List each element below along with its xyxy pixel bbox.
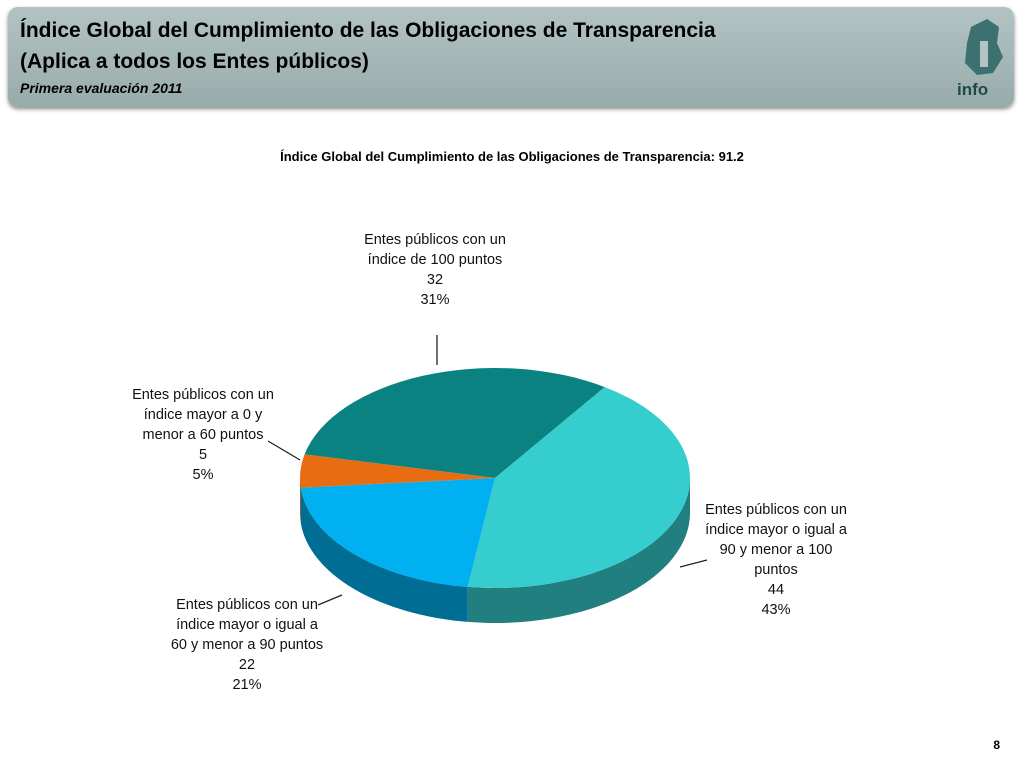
pie-slice: [467, 387, 690, 588]
category-label: Entes públicos con un índice mayor o igu…: [170, 597, 324, 653]
data-label: Entes públicos con un índice mayor a 0 y…: [123, 385, 283, 485]
title: Índice Global del Cumplimiento de las Ob…: [20, 19, 716, 42]
header: Índice Global del Cumplimiento de las Ob…: [8, 7, 1014, 107]
logo: info: [957, 19, 1003, 99]
pie-slice: [304, 368, 605, 478]
value-label: 5: [198, 447, 208, 463]
pie-side: [300, 478, 301, 523]
leader-line: [267, 440, 301, 461]
leader-line: [317, 594, 343, 606]
category-label: Entes públicos con un índice mayor o igu…: [705, 502, 847, 578]
percent-label: 5%: [192, 467, 214, 483]
chart-title: Índice Global del Cumplimiento de las Ob…: [280, 149, 744, 164]
pie-slice: [300, 478, 495, 587]
data-label: Entes públicos con un índice mayor o igu…: [696, 500, 856, 620]
logo-text: info: [957, 80, 988, 99]
pie-slice: [300, 454, 495, 488]
value-label: 22: [238, 657, 256, 673]
pie-side: [300, 487, 468, 622]
percent-label: 43%: [761, 602, 791, 618]
page-number: 8: [993, 738, 1000, 752]
value-label: 44: [767, 582, 785, 598]
percent-label: 21%: [232, 677, 262, 693]
data-label: Entes públicos con un índice mayor o igu…: [167, 595, 327, 695]
data-label: Entes públicos con un índice de 100 punt…: [355, 230, 515, 310]
leader-line: [679, 559, 708, 568]
pie-side: [467, 478, 690, 623]
category-label: Entes públicos con un índice mayor a 0 y…: [132, 387, 274, 443]
percent-label: 31%: [420, 292, 450, 308]
value-label: 32: [426, 272, 444, 288]
title: (Aplica a todos los Entes públicos): [20, 50, 369, 73]
subtitle: Primera evaluación 2011: [20, 80, 183, 96]
category-label: Entes públicos con un índice de 100 punt…: [364, 232, 506, 268]
